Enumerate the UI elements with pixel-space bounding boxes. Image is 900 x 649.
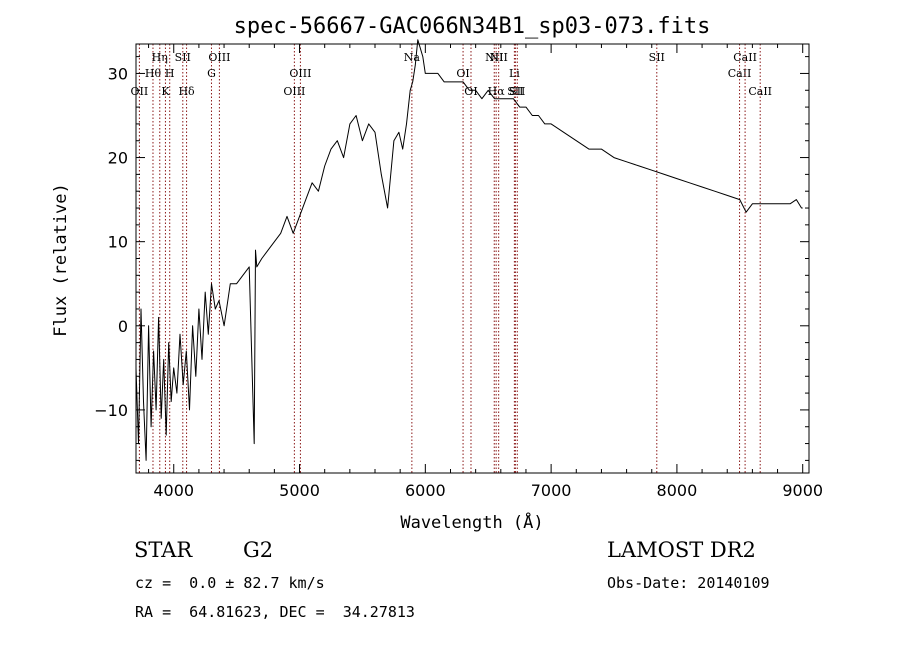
line-label-14: NII bbox=[485, 51, 503, 64]
line-label-4: H bbox=[165, 67, 175, 80]
line-label-1: Hθ bbox=[145, 67, 162, 80]
y-axis-ticks: −10 0 10 20 30 bbox=[94, 56, 809, 461]
line-label-12: OI bbox=[456, 67, 469, 80]
chart-title: spec-56667-GAC066N34B1_sp03-073.fits bbox=[234, 14, 711, 39]
line-label-22: CaII bbox=[733, 51, 757, 64]
x-tick-label-1: 5000 bbox=[279, 481, 320, 500]
line-label-5: SII bbox=[175, 51, 191, 64]
x-axis-label: Wavelength (Å) bbox=[400, 511, 543, 533]
line-label-6: Hδ bbox=[178, 85, 195, 98]
x-axis-ticks: 4000 5000 6000 7000 8000 9000 bbox=[148, 44, 823, 500]
line-label-21: CaII bbox=[728, 67, 752, 80]
spectrum-line-0 bbox=[135, 39, 803, 461]
line-label-15: Hα bbox=[488, 85, 506, 98]
line-label-18: SII bbox=[507, 85, 523, 98]
object-class: STAR bbox=[134, 538, 193, 562]
line-label-0: OII bbox=[131, 85, 149, 98]
x-tick-label-2: 6000 bbox=[405, 481, 446, 500]
line-label-23: CaII bbox=[748, 85, 772, 98]
y-tick-label-1: 0 bbox=[118, 317, 128, 336]
line-label-8: OIII bbox=[208, 51, 230, 64]
line-label-19: SII bbox=[509, 85, 525, 98]
spectral-line-markers: OIIHθHηKHSIIHδGOIIIOIIIOIIINaOIOINIIHαNI… bbox=[131, 44, 772, 473]
y-tick-label-4: 30 bbox=[108, 64, 128, 83]
y-tick-label-3: 20 bbox=[108, 149, 128, 168]
line-label-20: SII bbox=[649, 51, 665, 64]
line-label-2: Hη bbox=[152, 51, 168, 64]
y-axis-label: Flux (relative) bbox=[51, 183, 71, 337]
spectrum-series bbox=[135, 39, 803, 461]
y-tick-label-0: −10 bbox=[94, 401, 128, 420]
x-tick-label-5: 9000 bbox=[782, 481, 823, 500]
line-label-10: OIII bbox=[289, 67, 311, 80]
x-tick-label-3: 7000 bbox=[531, 481, 572, 500]
x-tick-label-4: 8000 bbox=[657, 481, 698, 500]
line-label-9: OIII bbox=[283, 85, 305, 98]
line-label-3: K bbox=[161, 85, 170, 98]
y-tick-label-2: 10 bbox=[108, 233, 128, 252]
x-tick-label-0: 4000 bbox=[153, 481, 194, 500]
redshift-text: cz = 0.0 ± 82.7 km/s bbox=[135, 574, 325, 592]
line-label-16: NII bbox=[490, 51, 508, 64]
line-label-11: Na bbox=[404, 51, 421, 64]
object-subclass: G2 bbox=[243, 538, 274, 562]
plot-frame bbox=[135, 43, 810, 474]
coordinates: RA = 64.81623, DEC = 34.27813 bbox=[135, 603, 415, 621]
line-label-7: G bbox=[207, 67, 216, 80]
obs-date: Obs-Date: 20140109 bbox=[607, 574, 770, 592]
line-label-17: Li bbox=[509, 67, 520, 80]
survey-name: LAMOST DR2 bbox=[607, 538, 756, 562]
